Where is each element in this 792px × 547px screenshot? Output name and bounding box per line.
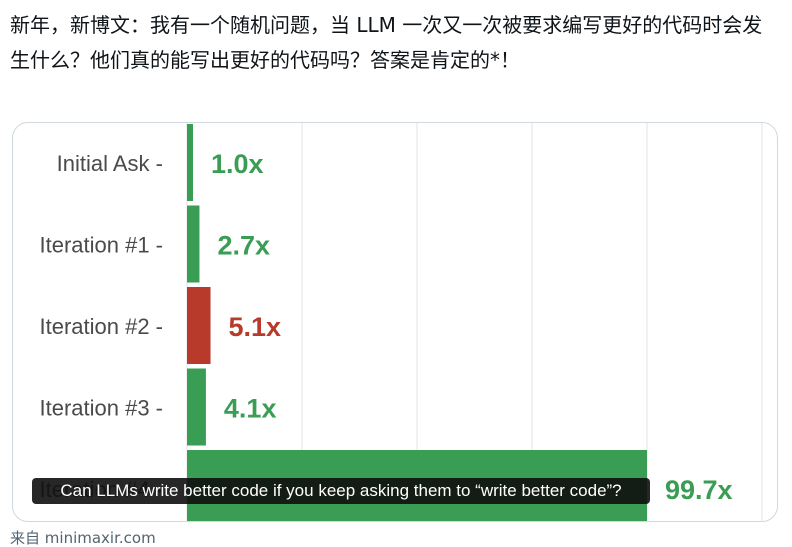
- bar-1: [187, 124, 193, 201]
- category-label-1: Initial Ask -: [57, 151, 163, 176]
- source-attribution: 来自 minimaxir.com: [10, 529, 156, 547]
- value-label-3: 5.1x: [229, 312, 282, 342]
- source-prefix: 来自: [10, 529, 41, 547]
- bar-3: [187, 287, 211, 364]
- category-label-4: Iteration #3 -: [39, 395, 163, 420]
- media-caption[interactable]: Can LLMs write better code if you keep a…: [32, 478, 650, 504]
- value-label-1: 1.0x: [211, 149, 264, 179]
- value-label-2: 2.7x: [217, 230, 270, 260]
- speedup-bar-chart: Initial Ask - 1.0x Iteration #1 - 2.7x Itera…: [39, 123, 763, 521]
- value-label-4: 4.1x: [224, 393, 277, 423]
- bar-2: [187, 205, 200, 283]
- post-text: 新年，新博文：我有一个随机问题，当 LLM 一次又一次被要求编写更好的代码时会发…: [10, 13, 763, 72]
- category-label-3: Iteration #2 -: [39, 314, 163, 339]
- source-link[interactable]: minimaxir.com: [44, 529, 156, 547]
- media-card[interactable]: Initial Ask - 1.0x Iteration #1 - 2.7x Itera…: [12, 122, 778, 522]
- bar-4: [187, 368, 206, 446]
- category-label-2: Iteration #1 -: [39, 232, 163, 257]
- value-label-5: 99.7x: [665, 475, 733, 505]
